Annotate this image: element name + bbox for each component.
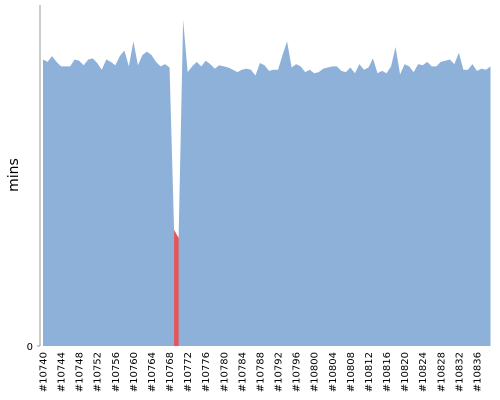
- x-tick-label: #10744: [57, 352, 68, 392]
- x-tick-label: #10772: [183, 352, 194, 392]
- x-tick-label: #10760: [129, 352, 140, 392]
- x-tick-label: #10768: [165, 352, 176, 392]
- x-tick-label: #10832: [454, 352, 465, 392]
- x-tick-label: #10752: [93, 352, 104, 392]
- x-tick-label: #10796: [292, 352, 303, 392]
- x-tick-label: #10828: [436, 352, 447, 392]
- x-tick-label: #10756: [111, 352, 122, 392]
- x-tick-label: #10764: [147, 352, 158, 392]
- x-tick-label: #10800: [310, 352, 321, 392]
- x-tick-label: #10824: [418, 352, 429, 392]
- x-tick-label: #10812: [364, 352, 375, 392]
- x-tick-label: #10804: [328, 352, 339, 392]
- x-tick-label: #10788: [255, 352, 266, 392]
- x-tick-label: #10836: [472, 352, 483, 392]
- y-axis-label: mins: [6, 158, 22, 192]
- x-tick-label: #10740: [39, 352, 50, 392]
- y-tick-label: 0: [27, 342, 33, 353]
- x-tick-label: #10784: [237, 352, 248, 392]
- x-tick-label: #10780: [219, 352, 230, 392]
- x-tick-label: #10816: [382, 352, 393, 392]
- x-tick-label: #10748: [75, 352, 86, 392]
- x-tick-label: #10820: [400, 352, 411, 392]
- x-tick-label: #10808: [346, 352, 357, 392]
- area: [174, 230, 179, 346]
- x-tick-label: #10792: [274, 352, 285, 392]
- x-tick-label: #10776: [201, 352, 212, 392]
- area: [43, 19, 491, 346]
